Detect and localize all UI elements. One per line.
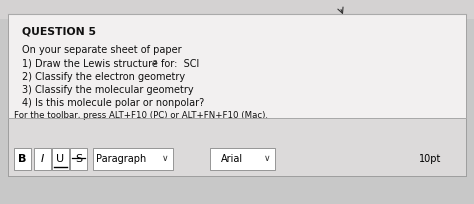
Text: B: B <box>18 153 27 163</box>
Text: 1) Draw the Lewis structure for:  SCl: 1) Draw the Lewis structure for: SCl <box>22 58 199 68</box>
FancyBboxPatch shape <box>8 15 466 176</box>
FancyBboxPatch shape <box>52 148 69 170</box>
Text: For the toolbar, press ALT+F10 (PC) or ALT+FN+F10 (Mac).: For the toolbar, press ALT+F10 (PC) or A… <box>14 110 268 119</box>
Text: 2) Classify the electron geometry: 2) Classify the electron geometry <box>22 72 185 82</box>
FancyBboxPatch shape <box>70 148 87 170</box>
FancyBboxPatch shape <box>8 118 466 176</box>
Text: 4) Is this molecule polar or nonpolar?: 4) Is this molecule polar or nonpolar? <box>22 98 204 108</box>
Text: S: S <box>75 153 82 163</box>
Text: I: I <box>41 153 44 163</box>
Text: ∨: ∨ <box>162 154 168 163</box>
Text: 3) Classify the molecular geometry: 3) Classify the molecular geometry <box>22 85 193 94</box>
FancyBboxPatch shape <box>0 0 474 20</box>
Text: Paragraph: Paragraph <box>96 153 146 163</box>
Text: QUESTION 5: QUESTION 5 <box>22 27 96 37</box>
Text: U: U <box>56 153 64 163</box>
Text: On your separate sheet of paper: On your separate sheet of paper <box>22 45 182 55</box>
FancyBboxPatch shape <box>210 148 275 170</box>
FancyBboxPatch shape <box>14 148 31 170</box>
Text: ∨: ∨ <box>264 154 270 163</box>
Text: 10pt: 10pt <box>419 153 441 163</box>
Text: Arial: Arial <box>221 153 243 163</box>
Text: 2: 2 <box>152 60 156 66</box>
FancyBboxPatch shape <box>93 148 173 170</box>
FancyBboxPatch shape <box>34 148 51 170</box>
